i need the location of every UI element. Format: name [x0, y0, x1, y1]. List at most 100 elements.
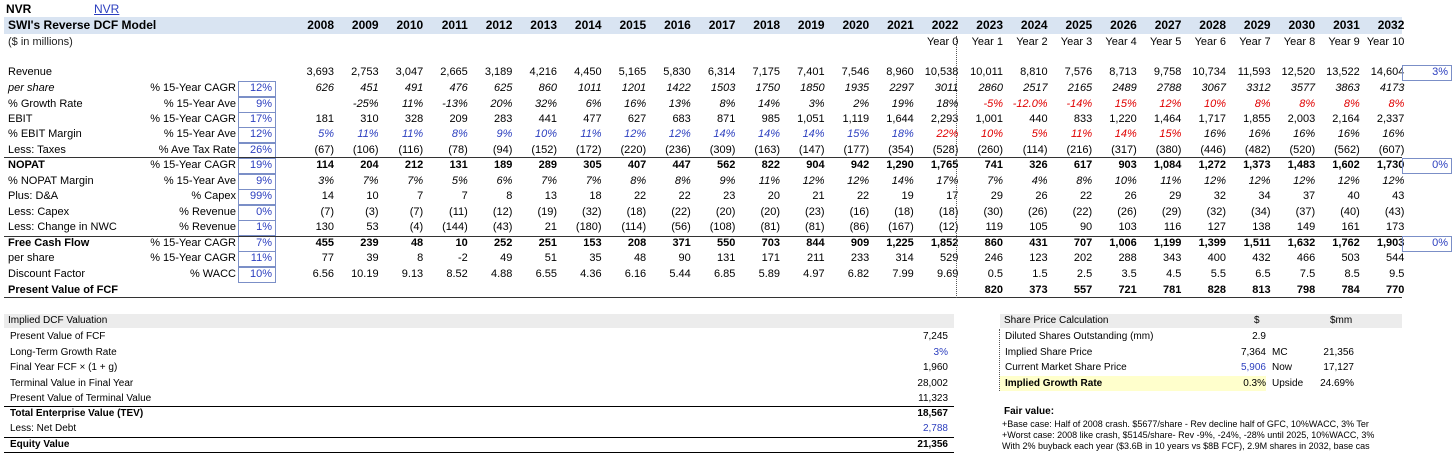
- row-label: Plus: D&A: [8, 190, 59, 202]
- dcf-item-value: 7,245: [922, 331, 948, 342]
- ticker-link[interactable]: NVR: [94, 2, 120, 16]
- table-cell: 32: [1213, 190, 1226, 202]
- table-cell: 21: [544, 221, 557, 233]
- table-cell: (106): [352, 144, 379, 156]
- driver-input-box[interactable]: [238, 158, 276, 174]
- table-cell: 903: [1118, 159, 1137, 171]
- table-cell: 7.5: [1299, 268, 1316, 280]
- table-cell: (446): [1200, 144, 1226, 156]
- table-cell: 12%: [624, 128, 647, 140]
- scenario-input-box[interactable]: [1402, 236, 1452, 252]
- table-cell: (380): [1155, 144, 1182, 156]
- table-cell: 19%: [891, 98, 914, 110]
- table-cell: 103: [1118, 221, 1137, 233]
- table-cell: 477: [583, 113, 602, 125]
- table-cell: 8%: [719, 98, 736, 110]
- year-header: 2014: [574, 18, 602, 32]
- table-cell: 189: [494, 159, 513, 171]
- table-cell: 1,717: [1198, 113, 1226, 125]
- table-cell: 822: [761, 159, 780, 171]
- table-cell: 9%: [496, 128, 513, 140]
- table-cell: 40: [1347, 190, 1360, 202]
- driver-input-value[interactable]: 26%: [249, 144, 272, 156]
- table-cell: 1,084: [1153, 159, 1182, 171]
- driver-input-value[interactable]: 12%: [249, 82, 272, 94]
- table-cell: 3312: [1246, 82, 1271, 94]
- table-cell: 9.69: [936, 268, 959, 280]
- table-cell: (607): [1378, 144, 1405, 156]
- driver-input-value[interactable]: 12%: [249, 128, 272, 140]
- table-cell: (7): [320, 206, 334, 218]
- table-cell: 5%: [1031, 128, 1048, 140]
- table-cell: 5.89: [758, 268, 780, 280]
- table-cell: 844: [806, 237, 825, 249]
- scenario-input-box[interactable]: [1402, 65, 1452, 81]
- year-header: 2012: [485, 18, 513, 32]
- table-cell: (40): [1340, 206, 1360, 218]
- driver-input-box[interactable]: [238, 251, 276, 267]
- driver-input-box[interactable]: [238, 267, 276, 283]
- table-cell: 6.16: [624, 268, 647, 280]
- table-cell: -5%: [983, 98, 1003, 110]
- table-cell: 491: [404, 82, 424, 94]
- implied-dcf-header-bg: [4, 314, 954, 328]
- table-cell: 11%: [401, 128, 424, 140]
- driver-input-box[interactable]: [238, 189, 276, 205]
- table-cell: (67): [314, 144, 334, 156]
- table-cell: 9.5: [1389, 268, 1405, 280]
- driver-input-value[interactable]: 7%: [256, 237, 272, 249]
- dcf-item-label: Equity Value: [10, 439, 70, 450]
- driver-input-box[interactable]: [238, 220, 276, 236]
- table-cell: 985: [761, 113, 780, 125]
- share-price-value[interactable]: 5,906: [1240, 362, 1266, 373]
- scenario-input-value[interactable]: 0%: [1432, 159, 1448, 171]
- driver-input-box[interactable]: [238, 81, 276, 97]
- driver-input-box[interactable]: [238, 127, 276, 143]
- driver-input-value[interactable]: 10%: [249, 268, 272, 280]
- table-cell: 683: [672, 113, 691, 125]
- table-cell: 8%: [1076, 175, 1093, 187]
- table-cell: 34: [1258, 190, 1271, 202]
- table-cell: 828: [1207, 284, 1226, 296]
- driver-input-value[interactable]: 9%: [256, 175, 272, 187]
- table-cell: 39: [366, 252, 379, 264]
- table-cell: 15%: [1159, 128, 1182, 140]
- row-driver-desc: % 15-Year CAGR: [150, 159, 236, 171]
- year-header: 2010: [396, 18, 424, 32]
- table-cell: 5%: [318, 128, 334, 140]
- table-cell: 3,693: [306, 66, 334, 78]
- year-header: 2022: [931, 18, 959, 32]
- table-cell: 1,855: [1243, 113, 1271, 125]
- driver-input-value[interactable]: 9%: [256, 98, 272, 110]
- driver-input-value[interactable]: 0%: [256, 206, 272, 218]
- scenario-input-box[interactable]: [1402, 158, 1452, 174]
- table-cell: 9%: [719, 175, 736, 187]
- table-cell: -14%: [1066, 98, 1093, 110]
- table-cell: 3.5: [1121, 268, 1137, 280]
- scenario-input-value[interactable]: 3%: [1432, 66, 1448, 78]
- table-cell: -13%: [442, 98, 468, 110]
- dcf-item-label: Long-Term Growth Rate: [10, 347, 117, 358]
- table-cell: 18%: [936, 98, 959, 110]
- row-label: % EBIT Margin: [8, 128, 82, 140]
- table-cell: 14%: [891, 175, 914, 187]
- table-cell: (11): [449, 206, 468, 218]
- table-cell: 12%: [668, 128, 691, 140]
- table-cell: 212: [404, 159, 424, 171]
- table-cell: 53: [366, 221, 379, 233]
- share-price-extra: 17,127: [1323, 362, 1354, 373]
- driver-input-value[interactable]: 19%: [249, 159, 272, 171]
- driver-input-value[interactable]: 11%: [250, 252, 272, 264]
- driver-input-value[interactable]: 99%: [249, 190, 272, 202]
- year-header: 2026: [1110, 18, 1137, 32]
- row-driver-desc: % 15-Year CAGR: [150, 82, 236, 94]
- table-cell: 784: [1341, 284, 1360, 296]
- year-index-label: Year 7: [1239, 36, 1271, 48]
- table-cell: 11%: [580, 128, 602, 140]
- driver-input-value[interactable]: 1%: [256, 221, 272, 233]
- table-cell: 6.85: [713, 268, 736, 280]
- table-cell: 11,593: [1237, 66, 1271, 78]
- driver-input-value[interactable]: 17%: [249, 113, 272, 125]
- table-cell: 283: [494, 113, 513, 125]
- scenario-input-value[interactable]: 0%: [1432, 237, 1448, 249]
